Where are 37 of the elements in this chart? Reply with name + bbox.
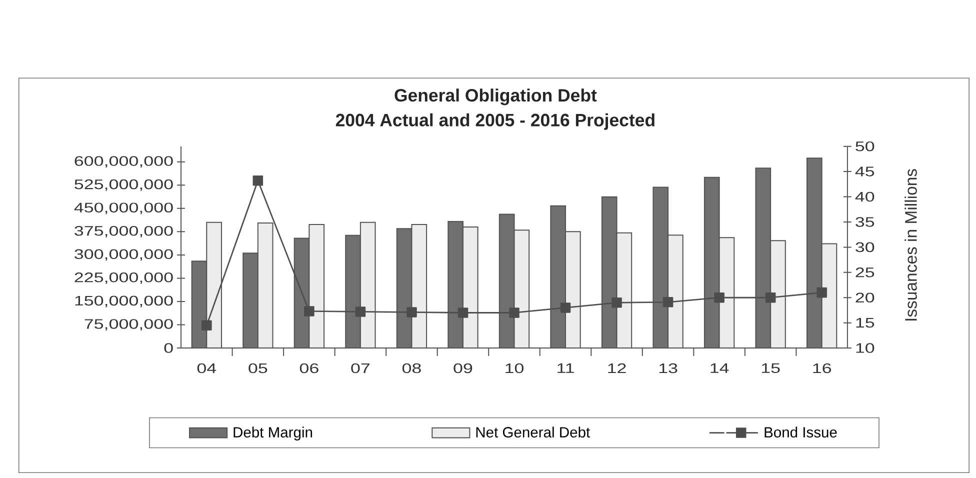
y-tick-label: 525,000,000 — [74, 180, 173, 192]
x-tick-label: 07 — [351, 364, 370, 374]
y2-axis-title: Issuances in Millions — [904, 169, 917, 321]
y2-tick-label: 40 — [855, 192, 874, 202]
x-tick-label: 05 — [248, 364, 268, 374]
y-tick-label: 75,000,000 — [84, 319, 173, 331]
y-tick-label: 375,000,000 — [74, 226, 173, 238]
x-tick-label: 09 — [454, 364, 472, 374]
x-tick-label: 14 — [710, 364, 729, 374]
y-tick-label: 225,000,000 — [74, 272, 173, 284]
x-tick-label: 11 — [558, 364, 574, 374]
y2-tick-label: 10 — [856, 343, 874, 354]
x-tick-label: 16 — [813, 364, 832, 374]
chart-subtitle: 2004 Actual and 2005 - 2016 Projected — [336, 114, 654, 130]
x-tick-label: 15 — [762, 364, 780, 374]
chart-title: General Obligation Debt — [394, 88, 597, 106]
y2-tick-label: 20 — [856, 292, 874, 303]
y-tick-label: 150,000,000 — [75, 296, 173, 308]
y-tick-label: 0 — [164, 343, 173, 354]
x-tick-label: 04 — [197, 364, 216, 374]
legend-label: Net General Debt — [476, 426, 590, 438]
legend-label: Bond Issue — [764, 426, 837, 438]
x-tick-label: 06 — [300, 364, 318, 374]
y2-tick-label: 35 — [856, 217, 874, 228]
legend-label: Debt Margin — [234, 426, 312, 441]
y-tick-label: 300,000,000 — [74, 249, 173, 261]
x-tick-label: 10 — [506, 364, 524, 374]
x-tick-label: 08 — [402, 364, 421, 374]
x-tick-label: 13 — [659, 364, 678, 374]
y2-tick-label: 45 — [855, 166, 874, 177]
y-tick-label: 450,000,000 — [74, 202, 173, 214]
y2-tick-label: 50 — [856, 142, 874, 152]
y2-tick-label: 30 — [856, 242, 874, 252]
y2-tick-label: 15 — [856, 318, 874, 328]
y-tick-label: 600,000,000 — [74, 156, 173, 168]
y2-tick-label: 25 — [856, 268, 874, 278]
x-tick-label: 12 — [608, 364, 626, 374]
